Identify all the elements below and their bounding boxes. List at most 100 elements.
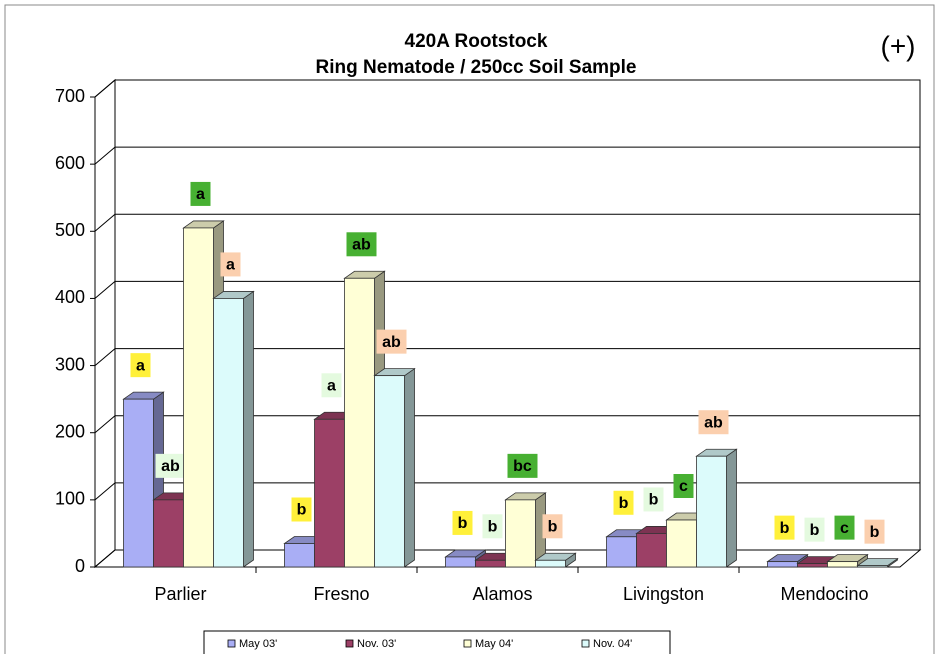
letter-bg [482, 514, 503, 539]
letter-label: a [226, 257, 235, 274]
letter-label: ab [161, 458, 180, 475]
bar-front [314, 418, 345, 568]
legend-swatch [227, 639, 236, 648]
bar-front [284, 543, 315, 568]
legend-swatch [345, 639, 354, 648]
bar-front [535, 559, 566, 568]
y-tick-label: 300 [55, 354, 85, 374]
y-tick-label: 100 [55, 489, 85, 509]
letter-bg [507, 453, 538, 478]
letter-bg [155, 453, 186, 478]
letter-label: b [780, 520, 790, 537]
bar-front [445, 556, 476, 568]
bar [212, 290, 255, 568]
bar-front [606, 536, 637, 568]
letter-bg [346, 232, 377, 257]
letter-label: b [619, 495, 629, 512]
bar-front [767, 561, 798, 568]
bar [504, 492, 547, 568]
letter-bg [864, 519, 885, 544]
bar-front [475, 559, 506, 568]
bar-front [827, 561, 858, 568]
letter-label: a [327, 378, 336, 395]
letter-bg [291, 497, 312, 522]
bar [373, 367, 416, 568]
x-tick-label: Livingston [623, 584, 704, 604]
chart-title: 420A Rootstock [405, 31, 548, 52]
bar [856, 557, 899, 568]
letter-bg [804, 517, 825, 542]
letter-label: ab [382, 334, 401, 351]
grid-diag [94, 281, 116, 299]
letter-bg [130, 353, 151, 378]
bar-side [404, 367, 415, 568]
letter-label: c [679, 478, 688, 495]
letter-bg [542, 514, 563, 539]
annotation: (+) [881, 30, 916, 61]
grid-diag [94, 79, 116, 98]
legend-box [203, 630, 671, 654]
bar-front [797, 563, 828, 568]
grid-diag [94, 146, 116, 165]
y-tick-label: 500 [55, 220, 85, 240]
letter-bg [452, 510, 473, 535]
letter-bg [321, 373, 342, 398]
letter-bg [376, 329, 407, 354]
y-tick-label: 200 [55, 421, 85, 441]
grid-diag [94, 348, 116, 366]
letter-label: b [870, 524, 880, 541]
letter-label: b [649, 492, 659, 509]
letter-label: c [840, 520, 849, 537]
bar-front [857, 565, 888, 568]
bar-front [344, 277, 375, 568]
letter-bg [673, 474, 694, 498]
grid-diag [94, 549, 116, 568]
bar-front [505, 499, 536, 568]
grid-diag [94, 482, 116, 501]
letter-label: bc [513, 458, 532, 475]
letter-label: a [136, 357, 145, 374]
bar-front [374, 375, 405, 568]
y-tick-label: 400 [55, 287, 85, 307]
y-tick-label: 600 [55, 153, 85, 173]
bar-front [636, 533, 667, 568]
legend-label: May 03' [239, 638, 277, 650]
letter-label: a [196, 186, 205, 203]
legend-label: Nov. 03' [357, 638, 396, 650]
chart-subtitle: Ring Nematode / 250cc Soil Sample [316, 57, 637, 78]
bar-side [726, 448, 737, 568]
legend-label: May 04' [475, 638, 513, 650]
letter-bg [834, 515, 855, 540]
y-tick-label: 700 [55, 86, 85, 106]
grid-diag [94, 213, 116, 232]
letter-label: b [458, 515, 468, 532]
bar-front [696, 455, 727, 568]
bar-front [123, 398, 154, 568]
bar [695, 448, 738, 568]
letter-label: b [488, 519, 498, 536]
letter-label: ab [704, 414, 723, 431]
y-tick-label: 0 [75, 556, 85, 576]
letter-label: b [297, 502, 307, 519]
x-tick-label: Parlier [154, 584, 206, 604]
bar [122, 391, 165, 568]
x-tick-label: Fresno [313, 584, 369, 604]
letter-label: b [810, 522, 820, 539]
bar-front [183, 227, 214, 568]
grid-diag [94, 415, 116, 434]
x-tick-label: Mendocino [780, 584, 868, 604]
bar [826, 553, 869, 568]
letter-bg [190, 181, 211, 206]
bar [534, 552, 577, 568]
side-wall [94, 78, 116, 569]
letter-bg [220, 252, 241, 277]
letter-bg [643, 487, 664, 512]
bar-side [243, 290, 254, 568]
letter-label: b [548, 519, 558, 536]
bar-front [153, 499, 184, 568]
x-tick-label: Alamos [472, 584, 532, 604]
letter-bg [698, 410, 729, 435]
bar-front [213, 298, 244, 568]
legend-swatch [581, 639, 590, 648]
